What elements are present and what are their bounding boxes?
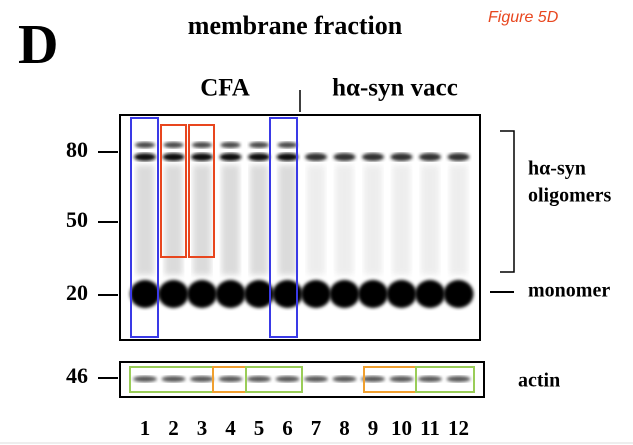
band bbox=[304, 376, 328, 382]
band bbox=[277, 142, 298, 148]
band bbox=[247, 376, 271, 382]
smear bbox=[164, 165, 183, 275]
band bbox=[443, 280, 474, 308]
smear bbox=[250, 165, 268, 275]
smear bbox=[392, 165, 411, 275]
band bbox=[135, 142, 155, 148]
band bbox=[218, 376, 243, 382]
smear bbox=[307, 165, 325, 275]
band bbox=[162, 153, 185, 161]
bracket bbox=[500, 130, 515, 273]
lane-label: 5 bbox=[254, 416, 265, 440]
group-label: CFA bbox=[200, 75, 250, 102]
band bbox=[158, 280, 189, 308]
smear bbox=[221, 165, 240, 275]
band bbox=[333, 153, 356, 161]
side-label: oligomers bbox=[528, 185, 612, 207]
highlight-box bbox=[245, 366, 303, 393]
smear bbox=[335, 165, 354, 275]
lane-label: 8 bbox=[339, 416, 350, 440]
lane-label: 7 bbox=[311, 416, 322, 440]
band bbox=[275, 376, 300, 382]
smear bbox=[449, 165, 468, 275]
lane-label: 10 bbox=[391, 416, 412, 440]
blot-bands bbox=[130, 142, 474, 308]
side-label: monomer bbox=[528, 280, 610, 302]
band bbox=[133, 376, 157, 382]
smear bbox=[278, 165, 297, 275]
band bbox=[192, 142, 212, 148]
band bbox=[220, 142, 241, 148]
band bbox=[134, 153, 156, 161]
lane-labels: 1 2 3 4 5 6 7 8 9 10 11 12 bbox=[140, 416, 469, 440]
band bbox=[390, 153, 413, 161]
band bbox=[130, 280, 160, 308]
band bbox=[244, 280, 274, 308]
smear bbox=[364, 165, 382, 275]
title: membrane fraction bbox=[188, 11, 403, 40]
lane-label: 3 bbox=[197, 416, 208, 440]
band bbox=[191, 153, 213, 161]
actin-bands bbox=[133, 376, 471, 382]
lane-label: 9 bbox=[368, 416, 379, 440]
marker-label: 50 bbox=[66, 207, 88, 232]
band bbox=[419, 153, 441, 161]
smear bbox=[193, 165, 211, 275]
band bbox=[249, 142, 269, 148]
highlight-box bbox=[160, 124, 187, 258]
group-label: hα-syn vacc bbox=[332, 75, 458, 102]
band bbox=[362, 153, 384, 161]
marker-label: 80 bbox=[66, 137, 88, 162]
band bbox=[272, 280, 303, 308]
side-label: hα-syn bbox=[528, 158, 586, 180]
band bbox=[329, 280, 360, 308]
lane-label: 11 bbox=[420, 416, 440, 440]
smear bbox=[136, 165, 154, 275]
band bbox=[361, 376, 385, 382]
band bbox=[163, 142, 184, 148]
band bbox=[446, 376, 471, 382]
band bbox=[389, 376, 414, 382]
band bbox=[301, 280, 331, 308]
band bbox=[190, 376, 214, 382]
band bbox=[187, 280, 217, 308]
highlight-box bbox=[130, 117, 159, 338]
lane-label: 12 bbox=[448, 416, 469, 440]
smear bbox=[421, 165, 439, 275]
band bbox=[276, 153, 299, 161]
band bbox=[418, 376, 442, 382]
band bbox=[386, 280, 417, 308]
marker-label: 20 bbox=[66, 280, 88, 305]
band bbox=[447, 153, 470, 161]
lane-label: 1 bbox=[140, 416, 151, 440]
band bbox=[358, 280, 388, 308]
lane-label: 6 bbox=[282, 416, 293, 440]
band bbox=[219, 153, 242, 161]
marker-label: 46 bbox=[66, 363, 88, 388]
band bbox=[415, 280, 445, 308]
highlight-box bbox=[415, 366, 475, 393]
lane-label: 4 bbox=[225, 416, 236, 440]
band bbox=[161, 376, 186, 382]
highlight-box bbox=[188, 124, 215, 258]
figure-label: Figure 5D bbox=[488, 9, 559, 26]
panel-letter: D bbox=[18, 14, 58, 76]
lane-label: 2 bbox=[168, 416, 179, 440]
band bbox=[248, 153, 270, 161]
band bbox=[332, 376, 357, 382]
band bbox=[215, 280, 246, 308]
side-label: actin bbox=[518, 370, 560, 392]
highlight-box bbox=[269, 117, 298, 338]
band bbox=[305, 153, 327, 161]
